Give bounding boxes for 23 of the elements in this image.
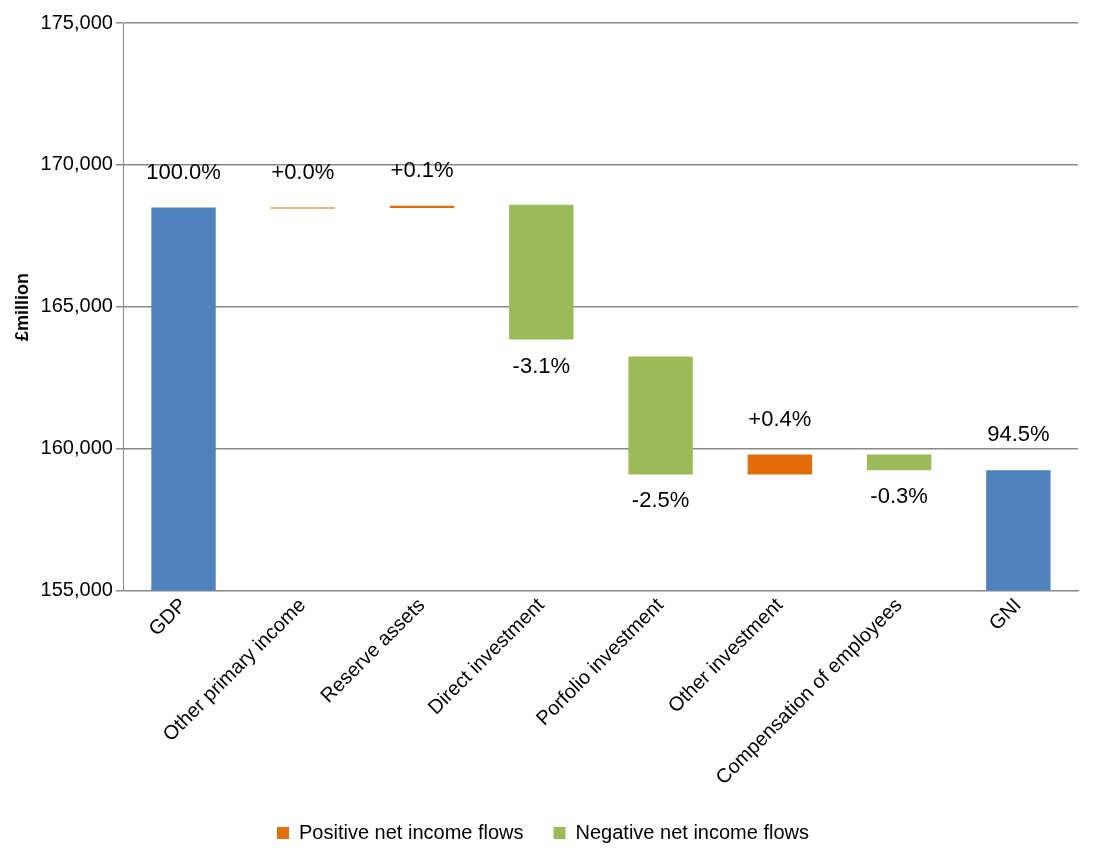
- bar: [151, 207, 216, 591]
- text: 94.5%: [987, 421, 1050, 447]
- text: +0.1%: [390, 156, 454, 182]
- y-tick-label: 155,000: [40, 578, 113, 601]
- legend-label: Negative net income flows: [575, 820, 809, 843]
- text: +0.0%: [271, 158, 335, 184]
- text: +0.4%: [748, 405, 812, 431]
- text: -2.5%: [631, 487, 690, 513]
- text: 100.0%: [146, 158, 221, 184]
- y-tick-label: 160,000: [40, 436, 113, 459]
- legend-label: Positive net income flows: [299, 820, 524, 843]
- y-tick-label: 165,000: [40, 294, 113, 317]
- bar: [628, 356, 693, 475]
- bar: [866, 454, 932, 471]
- x-tick-label: GNI: [984, 593, 1026, 635]
- y-tick-label: 175,000: [40, 10, 113, 33]
- text: -3.1%: [512, 352, 571, 378]
- bar: [986, 470, 1051, 591]
- text: -0.3%: [870, 483, 928, 509]
- y-tick-label: 170,000: [40, 152, 113, 175]
- bar: [509, 204, 574, 340]
- y-axis-title: £million: [11, 272, 32, 341]
- bar: [747, 454, 813, 475]
